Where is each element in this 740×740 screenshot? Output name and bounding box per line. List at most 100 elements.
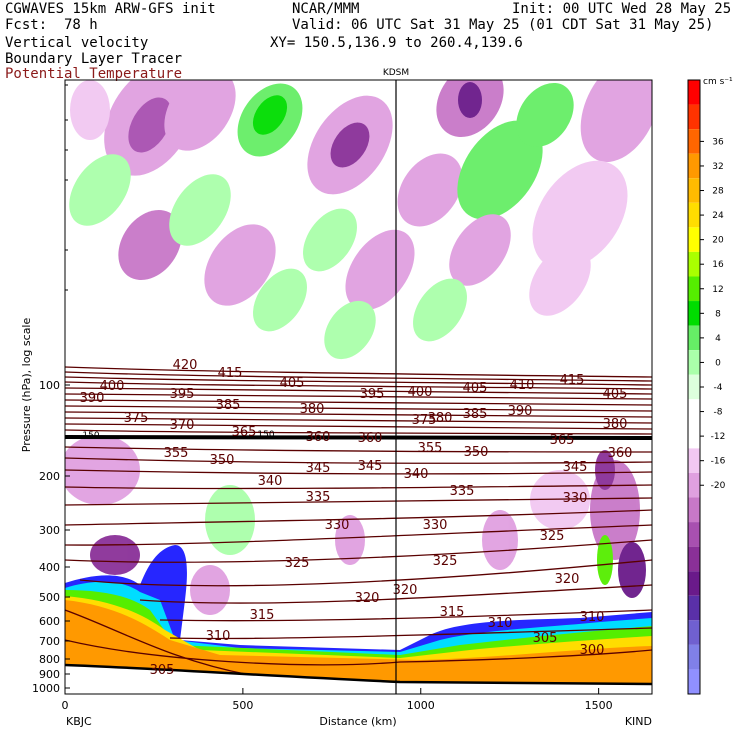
theta-label: 360	[608, 446, 633, 461]
colorbar-swatch	[688, 669, 700, 694]
theta-label: 320	[355, 591, 380, 606]
field-potential-temperature: Potential Temperature	[5, 66, 183, 82]
theta-label: 350	[464, 445, 489, 460]
colorbar-tick-label: 28	[712, 187, 724, 197]
theta-label: 390	[80, 391, 105, 406]
theta-label: 310	[488, 616, 513, 631]
colorbar-swatch	[688, 546, 700, 572]
x-tick-label: 1000	[407, 699, 435, 712]
forecast-hours: 78 h	[64, 17, 98, 33]
theta-label: 360	[358, 431, 383, 446]
colorbar-swatch	[688, 251, 700, 277]
forecast-label: Fcst:	[5, 17, 48, 33]
theta-label: 305	[150, 663, 175, 678]
theta-label: 405	[280, 376, 305, 391]
theta-label: 395	[360, 387, 385, 402]
model-title: CGWAVES 15km ARW-GFS init	[5, 1, 216, 17]
theta-label: 375	[412, 413, 437, 428]
colorbar-swatch	[688, 522, 700, 547]
theta-label: 410	[510, 378, 535, 393]
theta-label: 345	[563, 460, 588, 475]
colorbar-swatch	[688, 104, 700, 130]
theta-label: 385	[216, 398, 241, 413]
theta-label: 380	[300, 402, 325, 417]
theta-label: 330	[423, 518, 448, 533]
theta-label: 415	[560, 373, 585, 388]
y-tick-label: 1000	[32, 682, 60, 695]
theta-label: 335	[450, 484, 475, 499]
colorbar-swatch	[688, 325, 700, 351]
colorbar-units: cm s⁻¹	[703, 77, 733, 87]
colorbar-swatch	[688, 178, 700, 203]
y-tick-label: 600	[39, 615, 60, 628]
start-station-label: KBJC	[66, 715, 92, 728]
theta-label: 340	[258, 474, 283, 489]
x-tick-label: 1500	[585, 699, 613, 712]
colorbar-swatch	[688, 301, 700, 326]
theta-label: 400	[408, 385, 433, 400]
colorbar-tick-label: 12	[712, 285, 723, 295]
colorbar-tick-label: -16	[711, 457, 726, 467]
colorbar-swatch	[688, 399, 700, 424]
org-label: NCAR/MMM	[292, 1, 360, 17]
colorbar: 36 32 28 24 20 16 12 8 4 0 -4 -8 -12 -16 -20	[687, 79, 726, 695]
theta-label: 345	[358, 459, 383, 474]
y-tick-label: 500	[39, 591, 60, 604]
theta-label: 380	[603, 417, 628, 432]
y-tick-label: 300	[39, 524, 60, 537]
colorbar-tick-label: -20	[711, 481, 726, 491]
colorbar-swatch	[688, 423, 700, 449]
colorbar-tick-label: -4	[714, 383, 723, 393]
colorbar-tick-label: -12	[711, 432, 726, 442]
colorbar-tick-label: 0	[715, 358, 721, 368]
colorbar-swatch	[688, 595, 700, 621]
theta-label: 385	[463, 407, 488, 422]
colorbar-tick-label: 8	[715, 309, 721, 319]
colorbar-swatch	[688, 202, 700, 228]
colorbar-swatch	[688, 227, 700, 252]
colorbar-swatch	[688, 350, 700, 375]
theta-label: 350	[210, 453, 235, 468]
colorbar-swatch	[688, 80, 700, 105]
theta-labels: 420 415 400 405 400 405 410 415 390 395 385 380 395 3…	[80, 358, 633, 678]
theta-label: 395	[170, 387, 195, 402]
theta-label: 320	[393, 583, 418, 598]
theta-label: 325	[540, 529, 565, 544]
x-axis: 0 500 1000 1500	[62, 688, 613, 712]
theta-label: 345	[306, 461, 331, 476]
boundary-layer-tracer-field	[65, 545, 652, 694]
colorbar-tick-label: -8	[714, 408, 723, 418]
terrain-line	[65, 663, 652, 686]
theta-label: 330	[563, 491, 588, 506]
colorbar-swatch	[688, 497, 700, 523]
theta-label: 320	[555, 572, 580, 587]
end-station-label: KIND	[625, 715, 652, 728]
x-axis-label: Distance (km)	[319, 715, 396, 728]
colorbar-swatch	[688, 276, 700, 302]
theta-label: 355	[164, 446, 189, 461]
colorbar-tick-label: 36	[712, 137, 724, 147]
colorbar-tick-label: 16	[712, 260, 724, 270]
colorbar-tick-label: 24	[712, 211, 724, 221]
y-axis-label: Pressure (hPa), log scale	[20, 318, 33, 453]
theta-label: 315	[440, 605, 465, 620]
colorbar-swatch	[688, 571, 700, 596]
theta-label: 355	[418, 441, 443, 456]
theta-label: 365	[550, 433, 575, 448]
y-tick-label: 800	[39, 653, 60, 666]
kdsm-label: KDSM	[383, 68, 409, 78]
theta-label: 325	[433, 554, 458, 569]
theta-label: 390	[508, 404, 533, 419]
theta-label: 305	[533, 631, 558, 646]
y-tick-label: 100	[39, 379, 60, 392]
theta-label: 365	[232, 425, 257, 440]
colorbar-swatch	[688, 374, 700, 400]
y-tick-label: 900	[39, 668, 60, 681]
theta-label: 300	[580, 643, 605, 658]
theta-label: 325	[285, 556, 310, 571]
colorbar-swatch	[688, 644, 700, 670]
init-time: Init: 00 UTC Wed 28 May 25	[512, 1, 732, 17]
colorbar-tick-label: 4	[715, 334, 721, 344]
